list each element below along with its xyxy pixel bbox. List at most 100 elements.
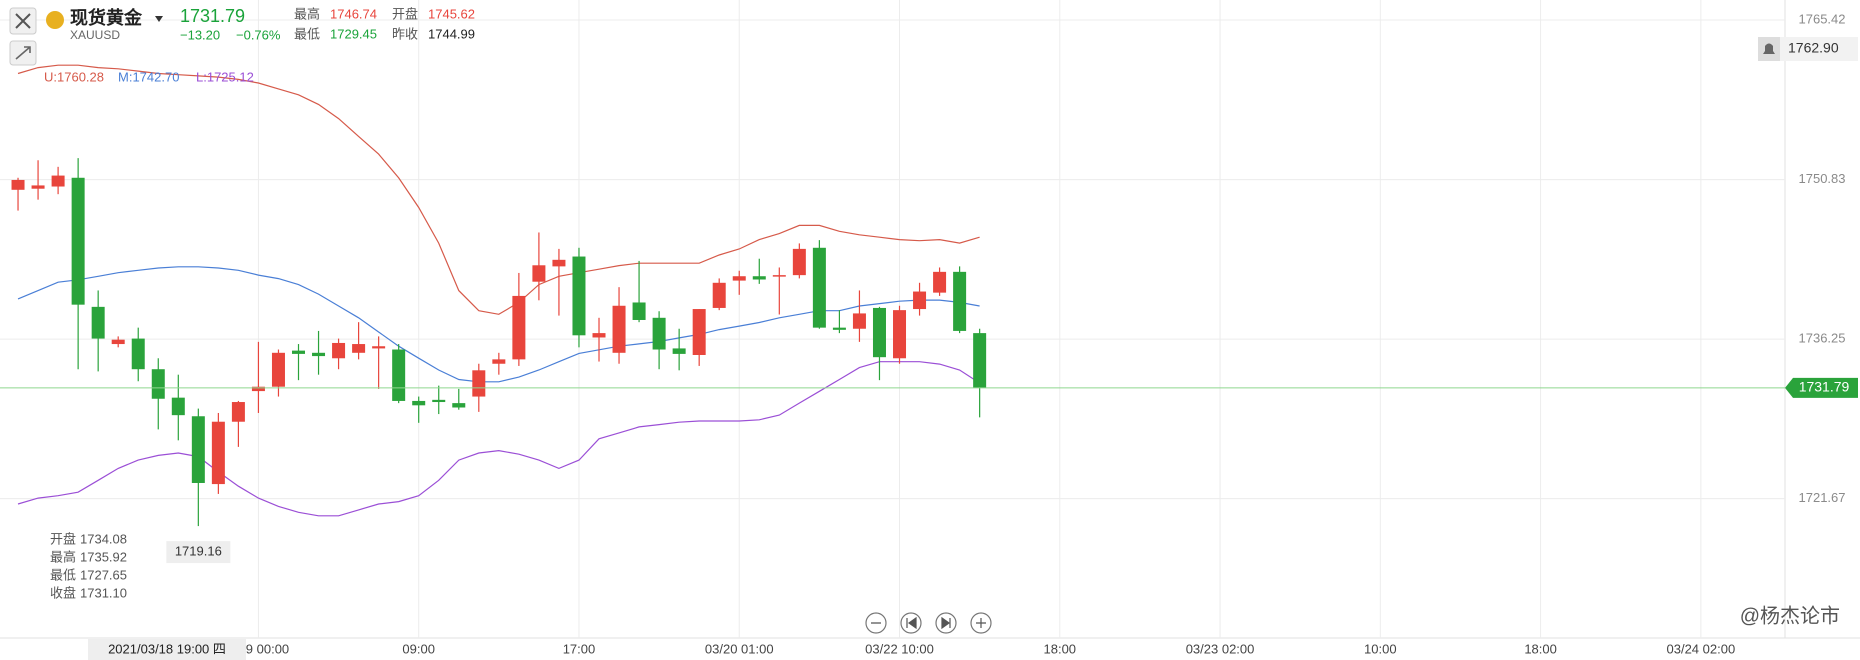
x-tick-label: 03/20 01:00 bbox=[705, 641, 774, 656]
y-tick-label: 1750.83 bbox=[1799, 171, 1846, 186]
candle-body bbox=[472, 370, 486, 397]
candle-body bbox=[953, 271, 967, 331]
ohlc-tooltip: 开盘 1734.08 最高 1735.92 最低 1727.65 收盘 1731.10 2021… bbox=[50, 531, 246, 660]
close-icon bbox=[15, 13, 31, 29]
candle-body bbox=[512, 295, 526, 360]
instrument-name[interactable]: 现货黄金 bbox=[70, 7, 143, 28]
change-pct: −0.76% bbox=[236, 27, 281, 42]
tooltip-value: 1734.08 bbox=[80, 531, 127, 546]
last-price: 1731.79 bbox=[180, 6, 245, 26]
candle-body bbox=[772, 275, 786, 277]
candle-body bbox=[632, 302, 646, 320]
candle-body bbox=[592, 333, 606, 338]
prev-close-label: 昨收 bbox=[392, 26, 418, 41]
current-price-label: 1731.79 bbox=[1799, 379, 1850, 395]
x-tick-label: 03/24 02:00 bbox=[1667, 641, 1736, 656]
change: −13.20 bbox=[180, 27, 220, 42]
legend-entry: L:1725.12 bbox=[196, 69, 254, 84]
x-tick-label: 09:00 bbox=[402, 641, 435, 656]
legend-entry: M:1742.70 bbox=[118, 69, 179, 84]
candle-body bbox=[151, 369, 165, 399]
candle-body bbox=[31, 185, 45, 189]
candle-body bbox=[251, 386, 265, 392]
low-value: 1729.45 bbox=[330, 26, 377, 41]
candle-body bbox=[792, 248, 806, 276]
dropdown-arrow[interactable] bbox=[155, 16, 163, 22]
candle-body bbox=[532, 265, 546, 282]
candle-body bbox=[392, 349, 406, 401]
high-label: 最高 bbox=[294, 6, 320, 21]
candle-body bbox=[612, 305, 626, 353]
candle-body bbox=[652, 317, 666, 350]
tooltip-value: 1731.10 bbox=[80, 585, 127, 600]
y-tick-label: 1721.67 bbox=[1799, 490, 1846, 505]
low-marker-box bbox=[166, 541, 231, 564]
candle-body bbox=[91, 306, 105, 339]
band-line bbox=[17, 64, 980, 315]
prev-close-value: 1744.99 bbox=[428, 26, 475, 41]
expand-icon bbox=[15, 46, 31, 60]
x-tick-label: 03/22 10:00 bbox=[865, 641, 934, 656]
band-line bbox=[17, 361, 980, 517]
candle-body bbox=[231, 402, 245, 422]
candle-body bbox=[312, 352, 326, 357]
candle-body bbox=[71, 177, 85, 305]
zoom-icons bbox=[871, 616, 986, 630]
candle-body bbox=[913, 291, 927, 310]
candle-body bbox=[712, 282, 726, 308]
candle-body bbox=[432, 399, 446, 403]
x-tick-label: 03/23 02:00 bbox=[1186, 641, 1255, 656]
bell-icon bbox=[1763, 43, 1775, 54]
candle-body bbox=[973, 333, 987, 388]
candle-body bbox=[412, 400, 426, 406]
candle-body bbox=[492, 359, 506, 364]
candle-body bbox=[752, 276, 766, 280]
x-tick-label: 10:00 bbox=[1364, 641, 1397, 656]
tooltip-value: 1735.92 bbox=[80, 549, 127, 564]
candle-body bbox=[832, 327, 846, 330]
candle-body bbox=[352, 344, 366, 353]
candle-body bbox=[211, 421, 225, 485]
watermark: @杨杰论市 bbox=[1740, 604, 1840, 627]
open-value: 1745.62 bbox=[428, 6, 475, 21]
candle-body bbox=[292, 350, 306, 354]
candle-body bbox=[332, 342, 346, 359]
tooltip-label: 最高 bbox=[50, 549, 76, 564]
candle-body bbox=[872, 307, 886, 358]
open-label: 开盘 bbox=[392, 6, 418, 21]
crosshair-time-box bbox=[88, 639, 246, 660]
candle-body bbox=[191, 416, 205, 483]
y-tick-label: 1736.25 bbox=[1799, 331, 1846, 346]
gold-icon bbox=[46, 11, 64, 29]
candle-body bbox=[812, 247, 826, 328]
candle-body bbox=[271, 352, 285, 387]
x-tick-label: 18:00 bbox=[1524, 641, 1557, 656]
candle-body bbox=[552, 259, 566, 267]
tooltip-label: 收盘 bbox=[50, 585, 76, 600]
candle-body bbox=[852, 313, 866, 329]
symbol: XAUUSD bbox=[70, 28, 120, 42]
y-tick-label: 1765.42 bbox=[1799, 11, 1846, 26]
candle-body bbox=[171, 397, 185, 416]
candle-body bbox=[131, 338, 145, 370]
candle-body bbox=[672, 348, 686, 354]
candle-body bbox=[111, 339, 125, 345]
candle-body bbox=[692, 309, 706, 355]
candle-body bbox=[51, 175, 65, 187]
candle-body bbox=[893, 310, 907, 359]
candle-body bbox=[11, 179, 25, 190]
legend-entry: U:1760.28 bbox=[44, 69, 104, 84]
candle-body bbox=[372, 346, 386, 349]
alert-price: 1762.90 bbox=[1788, 40, 1839, 56]
candle-body bbox=[572, 256, 586, 336]
x-tick-label: 18:00 bbox=[1044, 641, 1077, 656]
crosshair-time: 2021/03/18 19:00 四 bbox=[108, 641, 226, 656]
candle-body bbox=[732, 276, 746, 281]
tooltip-label: 开盘 bbox=[50, 531, 76, 546]
candle-body bbox=[452, 403, 466, 408]
x-tick-label: 17:00 bbox=[563, 641, 596, 656]
low-label: 最低 bbox=[294, 26, 320, 41]
candle-body bbox=[933, 271, 947, 293]
